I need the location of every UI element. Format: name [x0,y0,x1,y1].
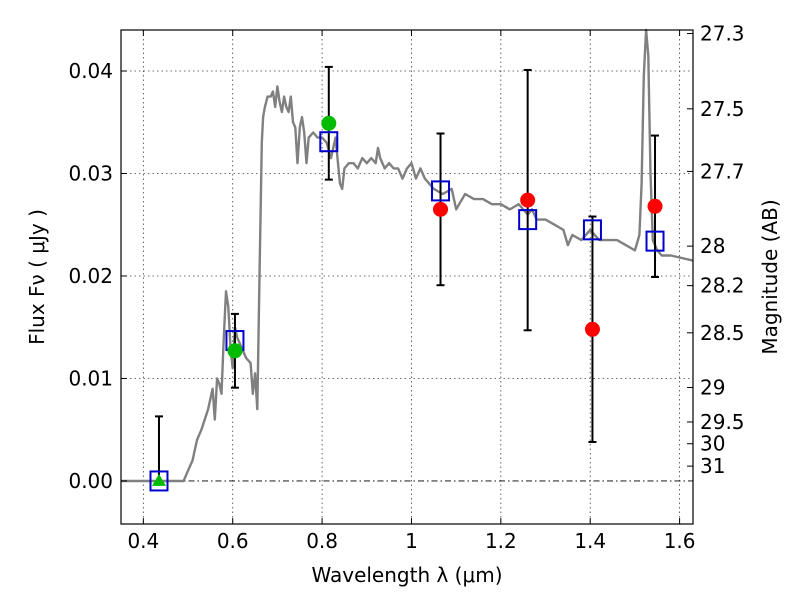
x-axis-label: Wavelength λ (μm) [311,563,502,587]
model-photometry-boxes [149,131,665,492]
magnitude-axis-label: Magnitude (AB) [758,199,782,354]
observed-photometry-points [151,115,663,486]
y-tick-label: 0.03 [68,161,113,185]
model-photometry-box [645,230,665,252]
model-photometry-box [582,219,602,241]
magnitude-tick-label: 30 [700,432,725,456]
magnitude-tick-label: 27.7 [700,159,745,183]
observed-point [520,192,536,208]
x-axis-ticks: 0.4 0.6 0.8 1 1.2 1.4 1.6 [127,30,696,553]
magnitude-tick-label: 28 [700,234,725,258]
model-photometry-box [319,131,339,153]
x-tick-label: 1.6 [664,529,696,553]
y-tick-label: 0.02 [68,264,113,288]
x-tick-label: 0.6 [217,529,249,553]
x-tick-label: 1 [405,529,418,553]
x-tick-label: 1.2 [485,529,517,553]
observed-point [321,115,337,131]
magnitude-tick-label: 29.5 [700,410,745,434]
model-photometry-box [149,470,169,492]
x-tick-label: 1.4 [574,529,606,553]
y-tick-label: 0.04 [68,59,113,83]
magnitude-tick-label: 27.5 [700,97,745,121]
y-tick-label: 0.00 [68,469,113,493]
observed-point [227,343,243,359]
magnitude-tick-label: 28.2 [700,274,745,298]
magnitude-tick-label: 28.5 [700,321,745,345]
x-tick-label: 0.4 [127,529,159,553]
observed-point [584,321,600,337]
model-spectrum-line [121,28,694,483]
plot-frame [120,29,694,525]
observed-point-triangle [151,473,166,486]
observed-point [433,201,449,217]
observed-point [647,198,663,214]
y-axis-ticks: 0.00 0.01 0.02 0.03 0.04 [68,59,127,493]
y-tick-label: 0.01 [68,366,113,390]
model-photometry-box [518,209,538,231]
model-photometry-box [431,180,451,202]
magnitude-tick-label: 31 [700,454,725,478]
x-tick-label: 0.8 [306,529,338,553]
y-axis-label: Flux Fν ( μJy ) [25,209,49,345]
magnitude-tick-label: 29 [700,375,725,399]
magnitude-tick-label: 27.3 [700,22,745,46]
plot-area [121,28,694,492]
